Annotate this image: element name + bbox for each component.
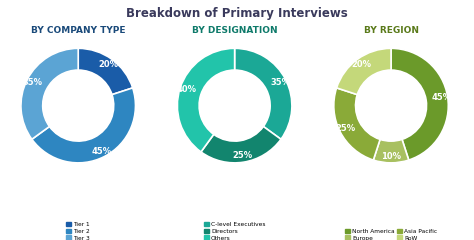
Wedge shape xyxy=(201,126,281,163)
Text: 25%: 25% xyxy=(233,151,253,161)
Legend: C-level Executives, Directors, Others: C-level Executives, Directors, Others xyxy=(201,220,268,240)
Text: Breakdown of Primary Interviews: Breakdown of Primary Interviews xyxy=(126,7,348,20)
Wedge shape xyxy=(177,48,235,152)
Text: 25%: 25% xyxy=(336,124,356,133)
Circle shape xyxy=(356,71,426,141)
Wedge shape xyxy=(235,48,292,139)
Text: 10%: 10% xyxy=(381,152,401,161)
Text: 20%: 20% xyxy=(98,60,118,69)
Wedge shape xyxy=(334,88,380,160)
Circle shape xyxy=(200,71,270,141)
Circle shape xyxy=(43,71,113,141)
Text: 35%: 35% xyxy=(23,78,43,87)
Title: BY COMPANY TYPE: BY COMPANY TYPE xyxy=(31,26,126,35)
Legend: North America, Europe, Asia Pacific, RoW: North America, Europe, Asia Pacific, RoW xyxy=(343,226,439,240)
Text: 40%: 40% xyxy=(176,85,196,94)
Wedge shape xyxy=(21,48,78,139)
Wedge shape xyxy=(391,48,448,160)
Wedge shape xyxy=(32,88,136,163)
Legend: Tier 1, Tier 2, Tier 3: Tier 1, Tier 2, Tier 3 xyxy=(64,220,92,240)
Text: 35%: 35% xyxy=(270,78,290,87)
Text: 45%: 45% xyxy=(91,146,111,156)
Title: BY DESIGNATION: BY DESIGNATION xyxy=(192,26,277,35)
Wedge shape xyxy=(78,48,133,95)
Wedge shape xyxy=(374,139,409,163)
Title: BY REGION: BY REGION xyxy=(364,26,419,35)
Text: 45%: 45% xyxy=(431,93,451,102)
Wedge shape xyxy=(337,48,391,95)
Text: 20%: 20% xyxy=(351,60,371,69)
